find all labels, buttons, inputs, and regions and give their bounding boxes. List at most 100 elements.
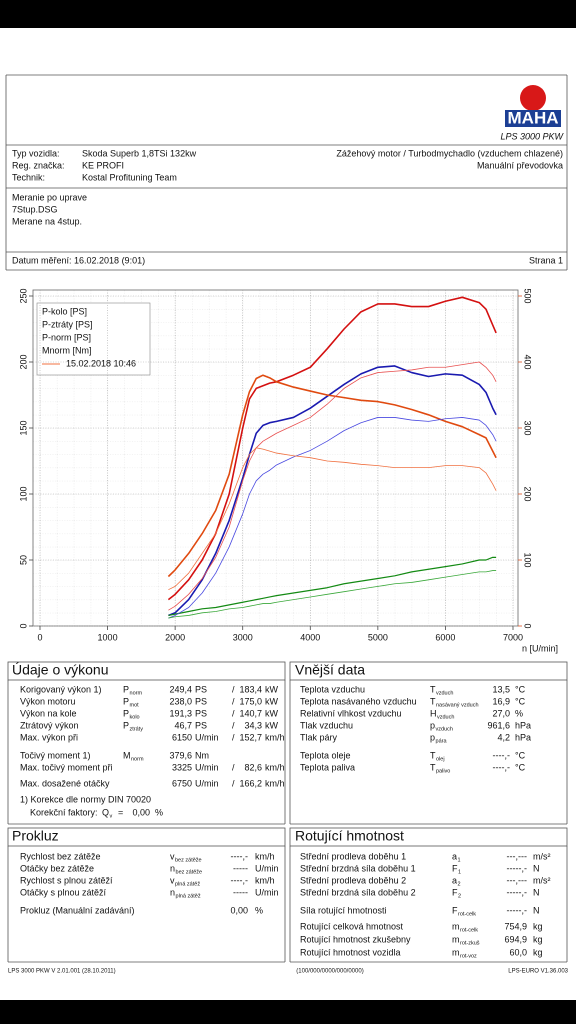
factor-value: 0,00 — [132, 807, 150, 817]
cell-sym: a — [452, 851, 457, 861]
cell-sym: a — [452, 875, 457, 885]
cell-v1: ---,--- — [507, 875, 527, 885]
section-title: Rotující hmotnost — [295, 828, 404, 844]
cell-v2: 34,3 — [244, 720, 262, 730]
page-number: Strana 1 — [529, 255, 563, 265]
subscript: pára — [436, 738, 448, 744]
cell-sym: P — [123, 708, 129, 718]
cell-u1: PS — [195, 684, 207, 694]
date: Datum měření: 16.02.2018 (9:01) — [12, 255, 145, 265]
footer-left: LPS 3000 PKW V 2.01.001 (28.10.2011) — [8, 969, 116, 975]
cell-sym: T — [430, 750, 436, 760]
cell-sep: / — [232, 732, 235, 742]
cell-v1: 694,9 — [504, 934, 527, 944]
cell-label: Síla rotující hmotnosti — [300, 905, 387, 915]
x-tick-label: 1000 — [98, 632, 118, 642]
cell-label: Otáčky s plnou zátěží — [20, 887, 107, 897]
cell-u1: U/min — [255, 863, 279, 873]
cell-v1: 0,00 — [230, 905, 248, 915]
cell-label: Střední prodleva doběhu 2 — [300, 875, 406, 885]
factor-unit: % — [155, 807, 163, 817]
cell-label: Max. výkon při — [20, 732, 78, 742]
cell-sym: P — [123, 684, 129, 694]
cell-label: Prokluz (Manuální zadávání) — [20, 905, 135, 915]
cell-u1: PS — [195, 720, 207, 730]
cell-v1: ----- — [233, 887, 248, 897]
cell-v1: 3325 — [172, 762, 192, 772]
cell-sym: v — [170, 851, 175, 861]
y-tick-label: 0 — [18, 623, 28, 628]
series-line — [168, 447, 497, 591]
y-tick-label: 150 — [18, 420, 28, 435]
cell-sep: / — [232, 778, 235, 788]
cell-label: Teplota paliva — [300, 762, 355, 772]
cell-v2: 166,2 — [239, 778, 262, 788]
cell-sym: n — [170, 863, 175, 873]
cell-u2: km/h — [265, 732, 285, 742]
cell-u1: N — [533, 887, 540, 897]
cell-v1: 961,6 — [487, 720, 510, 730]
y2-tick-label: 100 — [523, 552, 533, 567]
section-title: Vnější data — [295, 662, 365, 678]
cell-sym: v — [170, 875, 175, 885]
x-tick-label: 2000 — [165, 632, 185, 642]
legend-entry: P-kolo [PS] — [42, 306, 87, 316]
logo-badge — [520, 85, 546, 111]
cell-u1: °C — [515, 684, 526, 694]
cell-v1: -----,- — [507, 905, 527, 915]
legend-entry: P-norm [PS] — [42, 332, 91, 342]
cell-label: Relativní vlhkost vzduchu — [300, 708, 402, 718]
subscript: ztráty — [130, 726, 144, 732]
field-value: Kostal Profituning Team — [82, 172, 177, 182]
y2-tick-label: 400 — [523, 354, 533, 369]
cell-u1: m/s² — [533, 851, 551, 861]
cell-v1: 249,4 — [169, 684, 192, 694]
x-tick-label: 6000 — [435, 632, 455, 642]
series-line — [168, 556, 497, 617]
cell-u2: kW — [265, 696, 279, 706]
subscript: rot-celk — [458, 911, 476, 917]
cell-sym: F — [452, 863, 458, 873]
factor-eq: = — [118, 807, 123, 817]
cell-sep: / — [232, 684, 235, 694]
cell-sym: H — [430, 708, 437, 718]
factor-label: Korekční faktory: — [30, 807, 98, 817]
section-header — [7, 661, 286, 681]
field-label: Reg. značka: — [12, 160, 65, 170]
cell-v1: 191,3 — [169, 708, 192, 718]
series-line — [168, 361, 497, 611]
subscript: 2 — [458, 881, 461, 887]
cell-label: Teplota vzduchu — [300, 684, 365, 694]
cell-sym: p — [430, 720, 435, 730]
cell-v2: 140,7 — [239, 708, 262, 718]
cell-v1: 6750 — [172, 778, 192, 788]
cell-u1: % — [255, 905, 263, 915]
subscript: kolo — [130, 714, 140, 720]
x-axis-label: n [U/min] — [522, 643, 558, 653]
subscript: vzduch — [437, 714, 454, 720]
cell-v1: ---,--- — [507, 851, 527, 861]
subscript: rot-voz — [460, 953, 477, 959]
subscript: 1 — [458, 857, 461, 863]
cell-v1: -----,- — [507, 863, 527, 873]
cell-label: Střední prodleva doběhu 1 — [300, 851, 406, 861]
cell-v1: 46,7 — [174, 720, 192, 730]
cell-label: Výkon motoru — [20, 696, 76, 706]
cell-label: Korigovaný výkon 1) — [20, 684, 102, 694]
cell-label: Rychlost s plnou zátěží — [20, 875, 113, 885]
cell-label: Výkon na kole — [20, 708, 77, 718]
note: Merane na 4stup. — [12, 216, 82, 226]
legend-entry: Mnorm [Nm] — [42, 345, 92, 355]
section-title: Údaje o výkonu — [12, 662, 109, 678]
footer-right: LPS-EURO V1.36.003 — [508, 969, 568, 975]
section-header — [289, 827, 568, 847]
cell-u1: m/s² — [533, 875, 551, 885]
legend-entry: P-ztráty [PS] — [42, 319, 93, 329]
cell-v1: 13,5 — [492, 684, 510, 694]
section-header — [289, 661, 568, 681]
subscript: norm — [131, 756, 144, 762]
cell-sep: / — [232, 696, 235, 706]
cell-label: Ztrátový výkon — [20, 720, 79, 730]
cell-sep: / — [232, 708, 235, 718]
